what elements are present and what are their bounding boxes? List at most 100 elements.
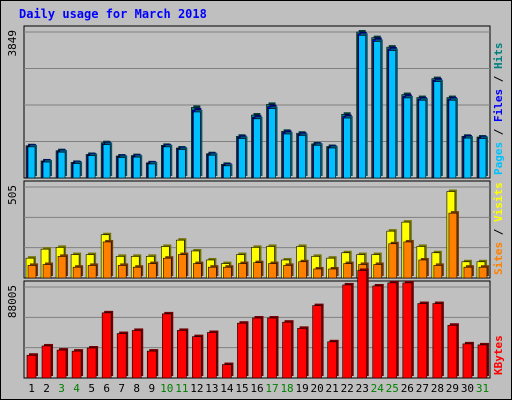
day-label: 12: [190, 382, 203, 395]
ymax-label: 88005: [6, 285, 19, 318]
bar-sites-16: [253, 260, 264, 279]
day-label: 30: [461, 382, 474, 395]
bar-kbytes-29: [447, 323, 459, 379]
day-label: 24: [371, 382, 385, 395]
bar-pages-26: [403, 95, 413, 179]
bar-pages-14: [223, 163, 233, 179]
day-label: 10: [160, 382, 173, 395]
bar-sites-28: [433, 263, 444, 279]
bar-sites-20: [313, 266, 324, 279]
day-label: 16: [250, 382, 263, 395]
bar-pages-8: [132, 155, 143, 179]
axis-legend-visits-sites: Sites / Visits: [492, 182, 505, 275]
bar-sites-2: [42, 262, 54, 279]
bar-sites-5: [87, 263, 99, 279]
day-label: 17: [265, 382, 278, 395]
bar-pages-19: [298, 133, 308, 179]
bar-pages-24: [373, 39, 383, 179]
bar-pages-12: [193, 109, 203, 179]
bar-kbytes-22: [342, 282, 354, 379]
day-label: 22: [341, 382, 354, 395]
bar-pages-20: [313, 143, 323, 179]
panel-kbytes: 88005 KBytes: [6, 268, 505, 379]
day-label: 5: [88, 382, 95, 395]
bar-kbytes-31: [477, 342, 489, 379]
bar-sites-21: [328, 266, 339, 279]
bar-sites-3: [57, 254, 69, 279]
day-label: 20: [311, 382, 324, 395]
bar-pages-16: [253, 116, 263, 179]
bar-kbytes-21: [327, 339, 339, 379]
bar-pages-30: [463, 136, 473, 179]
chart-title: Daily usage for March 2018: [19, 7, 207, 21]
bar-pages-7: [117, 155, 128, 179]
bar-kbytes-11: [177, 328, 189, 379]
panel-visits-sites: 505 Sites / Visits: [6, 180, 505, 279]
bar-pages-15: [238, 136, 248, 179]
day-label: 9: [148, 382, 155, 395]
bar-sites-15: [238, 261, 249, 279]
day-label: 19: [295, 382, 308, 395]
bar-sites-24: [373, 262, 384, 279]
bar-kbytes-28: [432, 301, 444, 379]
day-label: 31: [476, 382, 489, 395]
bar-sites-11: [178, 252, 189, 279]
day-label: 29: [446, 382, 459, 395]
bar-pages-3: [57, 150, 68, 179]
day-label: 7: [118, 382, 125, 395]
bar-sites-9: [147, 261, 159, 279]
bar-pages-13: [208, 153, 218, 179]
bar-kbytes-15: [237, 321, 249, 379]
day-label: 2: [43, 382, 50, 395]
day-label: 11: [175, 382, 188, 395]
day-label: 8: [133, 382, 140, 395]
day-label: 23: [356, 382, 369, 395]
bar-pages-1: [27, 144, 37, 179]
bar-sites-17: [268, 261, 279, 279]
bar-sites-8: [132, 265, 144, 279]
bar-sites-1: [27, 263, 38, 279]
bar-pages-22: [343, 116, 353, 179]
bar-kbytes-12: [192, 334, 204, 379]
day-label: 25: [386, 382, 399, 395]
bar-kbytes-4: [71, 349, 84, 379]
bar-kbytes-3: [56, 348, 69, 379]
bar-kbytes-8: [131, 328, 144, 379]
bar-pages-29: [448, 98, 458, 179]
axis-legend-kbytes: KBytes: [492, 335, 505, 375]
bar-kbytes-24: [372, 283, 384, 379]
bar-sites-22: [343, 261, 354, 279]
bar-sites-31: [478, 265, 489, 279]
bar-sites-13: [208, 265, 219, 279]
day-label: 1: [28, 382, 35, 395]
legend-part: KBytes: [492, 335, 505, 375]
series-kbytes: [26, 268, 489, 379]
bar-sites-19: [298, 259, 309, 279]
bar-sites-10: [162, 256, 174, 279]
bar-pages-9: [147, 161, 158, 179]
bar-pages-6: [102, 142, 113, 179]
bar-pages-27: [418, 98, 428, 179]
bar-kbytes-19: [297, 326, 309, 379]
bar-kbytes-30: [462, 341, 474, 379]
legend-part: Visits: [492, 182, 505, 222]
bar-pages-25: [388, 48, 398, 179]
day-label: 27: [416, 382, 429, 395]
series-pages: [27, 33, 488, 179]
day-label: 26: [401, 382, 414, 395]
day-label: 3: [58, 382, 65, 395]
bar-kbytes-18: [282, 320, 294, 379]
bar-sites-26: [403, 239, 414, 279]
bar-pages-2: [42, 160, 53, 179]
bar-pages-4: [72, 161, 83, 179]
bar-pages-5: [87, 153, 98, 179]
bar-pages-10: [162, 144, 173, 179]
bar-kbytes-25: [387, 280, 399, 379]
bar-kbytes-17: [267, 316, 279, 379]
legend-part: Hits: [492, 43, 505, 70]
legend-part: /: [492, 122, 505, 142]
legend-part: /: [492, 222, 505, 242]
bar-kbytes-7: [116, 331, 129, 379]
legend-part: Files: [492, 89, 505, 122]
axis-legend-hits-files-pages: Pages / Files / Hits: [492, 43, 505, 176]
